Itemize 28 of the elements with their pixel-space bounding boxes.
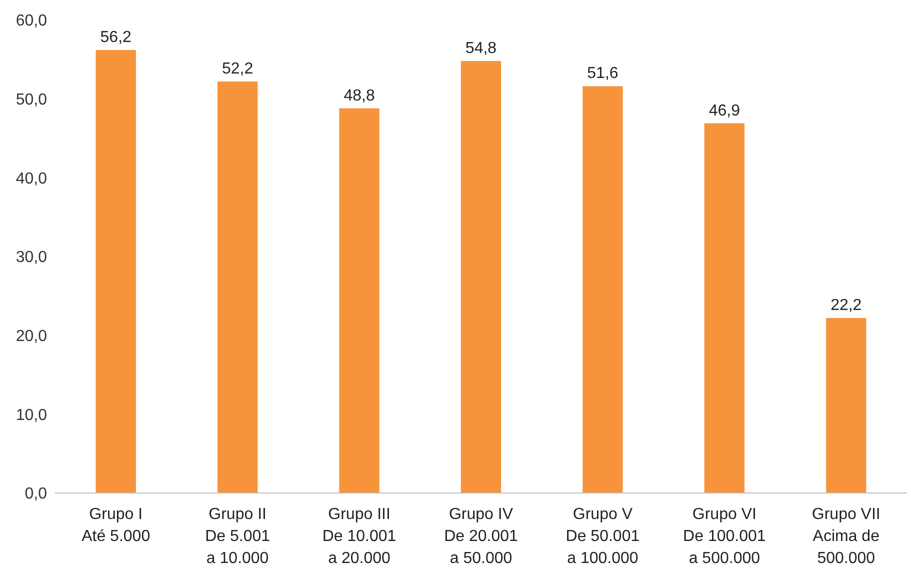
bar xyxy=(339,108,380,493)
y-tick-label: 10,0 xyxy=(16,406,48,424)
y-tick-label: 50,0 xyxy=(16,91,48,108)
y-tick-label: 60,0 xyxy=(16,12,48,30)
bar xyxy=(460,60,502,493)
x-tick-label: Grupo V De 50.001 a 100.000 xyxy=(566,506,640,567)
data-label: 52,2 xyxy=(222,60,254,78)
y-tick-label: 0,0 xyxy=(24,486,48,503)
bar xyxy=(217,81,258,493)
x-tick-label: Grupo VII Acima de 500.000 xyxy=(812,506,880,567)
bar xyxy=(582,86,623,493)
x-tick-label: Grupo I Até 5.000 xyxy=(82,506,150,545)
x-tick-label: Grupo IV De 20.001 a 50.000 xyxy=(444,506,518,567)
x-tick-label: Grupo II De 5.001 a 10.000 xyxy=(205,506,270,567)
y-tick-label: 30,0 xyxy=(16,249,48,266)
data-label: 22,2 xyxy=(830,296,862,314)
data-label: 51,6 xyxy=(587,65,618,82)
bar xyxy=(96,50,136,493)
bar xyxy=(826,318,866,493)
data-label: 48,8 xyxy=(344,87,375,104)
x-tick-label: Grupo VI De 100.001 a 500.000 xyxy=(683,506,766,567)
data-label: 54,8 xyxy=(465,40,497,57)
data-label: 56,2 xyxy=(100,28,132,46)
data-label: 46,9 xyxy=(708,102,740,120)
y-tick-label: 40,0 xyxy=(16,170,48,188)
bar xyxy=(704,123,745,493)
y-tick-label: 20,0 xyxy=(16,328,48,345)
x-tick-label: Grupo III De 10.001 a 20.000 xyxy=(322,506,396,567)
